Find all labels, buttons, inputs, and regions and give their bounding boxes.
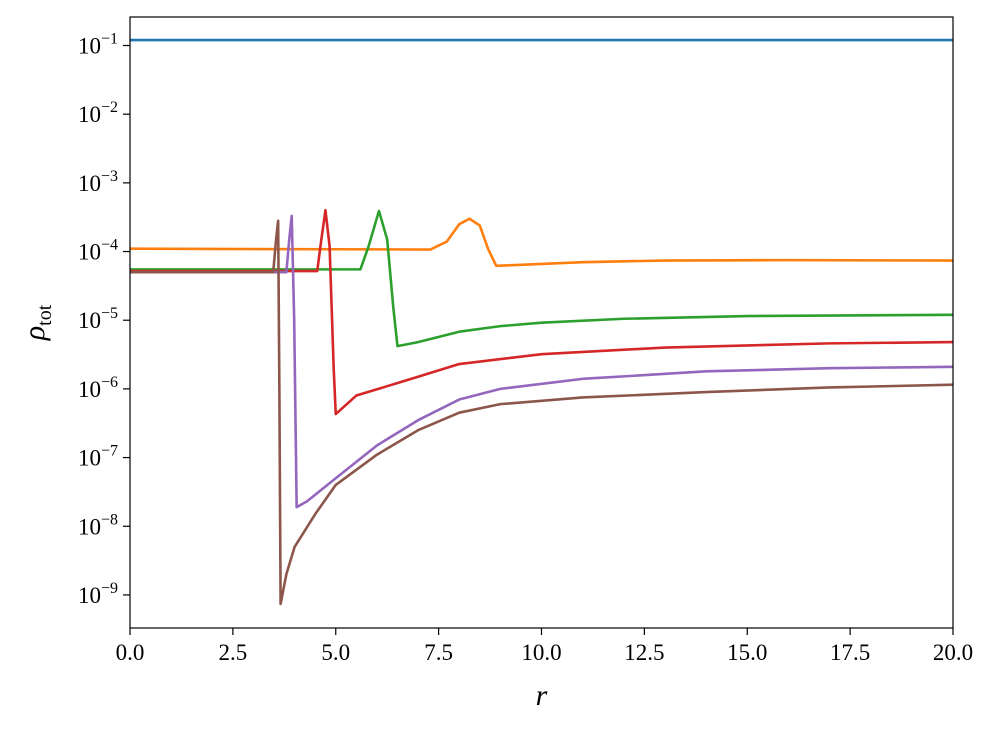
y-tick-label: 10−6 (78, 374, 118, 402)
series-line (130, 219, 953, 606)
series-line (130, 209, 953, 348)
series-line (130, 208, 953, 416)
plot-frame (129, 16, 954, 629)
x-tick-label: 10.0 (521, 640, 561, 665)
x-tick-label: 5.0 (321, 640, 350, 665)
x-tick-label: 17.5 (830, 640, 870, 665)
x-axis-label: r (536, 679, 548, 712)
x-tick-label: 0.0 (116, 640, 145, 665)
y-tick-label: 10−5 (78, 305, 118, 333)
x-tick-label: 20.0 (933, 640, 973, 665)
x-tick-label: 15.0 (727, 640, 767, 665)
y-tick-label: 10−2 (78, 99, 118, 127)
series-line (130, 214, 953, 509)
y-axis-label: ρtot (18, 304, 56, 341)
y-tick-label: 10−1 (78, 30, 118, 58)
x-tick-label: 12.5 (624, 640, 664, 665)
y-tick-label: 10−4 (78, 237, 118, 265)
y-tick-label: 10−7 (78, 443, 118, 471)
x-tick-label: 7.5 (424, 640, 453, 665)
y-tick-label: 10−3 (78, 168, 118, 196)
series-line (130, 217, 953, 268)
y-tick-label: 10−9 (78, 580, 118, 608)
x-tick-label: 2.5 (219, 640, 248, 665)
y-tick-label: 10−8 (78, 511, 118, 539)
